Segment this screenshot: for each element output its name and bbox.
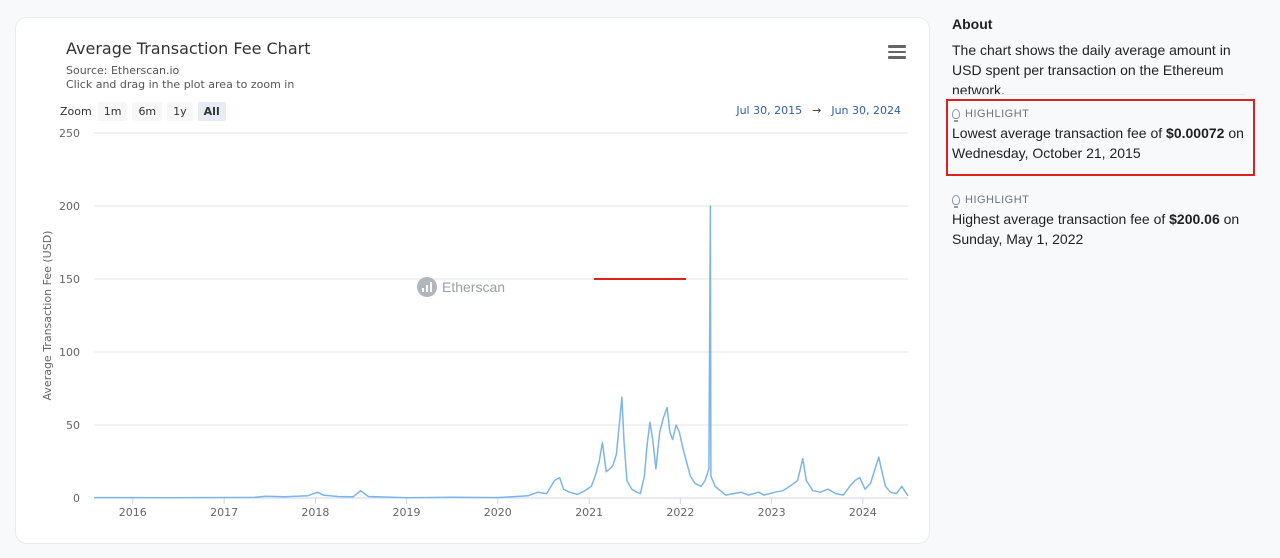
zoom-all-button[interactable]: All [197,102,226,121]
chart-source: Source: Etherscan.io [66,64,180,77]
highlight-lowest: HIGHLIGHT Lowest average transaction fee… [952,108,1252,163]
etherscan-logo-icon [417,277,437,297]
red-annotation-box [946,99,1255,176]
chart-card: Average Transaction Fee Chart Source: Et… [15,17,930,544]
chart-title: Average Transaction Fee Chart [66,39,311,58]
x-tick-label: 2022 [666,506,694,519]
x-tick-label: 2018 [301,506,329,519]
y-tick-label: 0 [73,492,80,505]
zoom-1y-button[interactable]: 1y [167,102,193,121]
highlight-date: Sunday, May 1, 2022 [952,231,1084,247]
highlight-date: Wednesday, October 21, 2015 [952,145,1141,161]
highlight-value: $0.00072 [1166,125,1225,141]
y-axis-title: Average Transaction Fee (USD) [41,231,54,401]
about-title: About [952,16,993,32]
y-tick-label: 250 [59,127,80,140]
range-from[interactable]: Jul 30, 2015 [736,104,803,117]
y-tick-label: 150 [59,273,80,286]
highlight-label: HIGHLIGHT [965,194,1030,206]
highlight-highest: HIGHLIGHT Highest average transaction fe… [952,194,1252,249]
lightbulb-icon [952,195,960,208]
zoom-6m-button[interactable]: 6m [132,102,163,121]
watermark-text: Etherscan [442,279,506,295]
highlight-label: HIGHLIGHT [965,108,1030,120]
zoom-label: Zoom [60,105,92,118]
zoom-controls: Zoom 1m 6m 1y All [60,102,231,121]
divider [952,94,1245,95]
range-arrow: → [812,104,822,117]
hamburger-menu-icon[interactable] [888,45,906,59]
x-tick-label: 2016 [119,506,147,519]
date-range: Jul 30, 2015 → Jun 30, 2024 [736,104,901,117]
y-tick-label: 200 [59,200,80,213]
x-tick-label: 2017 [210,506,238,519]
watermark: Etherscan [417,277,505,297]
y-tick-label: 50 [66,419,80,432]
lightbulb-icon [952,109,960,122]
x-tick-label: 2020 [484,506,512,519]
range-to[interactable]: Jun 30, 2024 [831,104,901,117]
y-tick-label: 100 [59,346,80,359]
about-section: About The chart shows the daily average … [952,16,1247,100]
highlight-text: Highest average transaction fee of $200.… [952,211,1240,247]
x-tick-label: 2019 [393,506,421,519]
chart-zoom-hint: Click and drag in the plot area to zoom … [66,78,295,91]
highlight-text: Lowest average transaction fee of $0.000… [952,125,1244,161]
x-tick-label: 2024 [849,506,877,519]
chart-subtitle: Source: Etherscan.io Click and drag in t… [66,64,294,92]
x-tick-label: 2023 [758,506,786,519]
chart-plot[interactable]: 0 50 100 150 200 250 2016 2017 2018 2019 2020 2021 2… [16,18,931,545]
x-tick-label: 2021 [575,506,603,519]
zoom-1m-button[interactable]: 1m [97,102,128,121]
about-text: The chart shows the daily average amount… [952,42,1231,98]
highlight-value: $200.06 [1169,211,1220,227]
